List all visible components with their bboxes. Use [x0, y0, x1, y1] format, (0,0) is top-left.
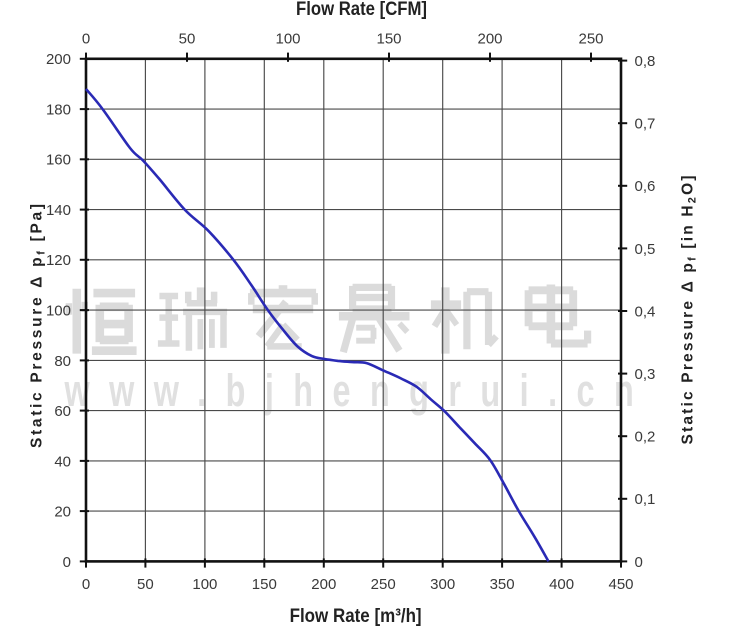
svg-text:80: 80 — [54, 353, 71, 370]
svg-text:250: 250 — [371, 576, 396, 593]
svg-text:0,8: 0,8 — [635, 53, 656, 70]
svg-text:140: 140 — [46, 202, 71, 219]
svg-text:300: 300 — [430, 576, 455, 593]
svg-text:200: 200 — [477, 31, 502, 48]
svg-text:0,3: 0,3 — [635, 366, 656, 383]
svg-text:150: 150 — [376, 31, 401, 48]
svg-text:50: 50 — [179, 31, 196, 48]
svg-text:0: 0 — [82, 31, 90, 48]
svg-text:400: 400 — [549, 576, 574, 593]
svg-text:40: 40 — [54, 453, 71, 470]
svg-text:250: 250 — [578, 31, 603, 48]
svg-text:150: 150 — [252, 576, 277, 593]
svg-text:0,7: 0,7 — [635, 116, 656, 133]
svg-text:160: 160 — [46, 152, 71, 169]
svg-text:60: 60 — [54, 403, 71, 420]
svg-text:0,4: 0,4 — [635, 303, 656, 320]
svg-text:0: 0 — [63, 554, 71, 571]
svg-text:Static Pressure Δ pf [in H2O]: Static Pressure Δ pf [in H2O] — [680, 176, 699, 445]
svg-text:100: 100 — [275, 31, 300, 48]
svg-text:120: 120 — [46, 252, 71, 269]
svg-text:Flow Rate [CFM]: Flow Rate [CFM] — [296, 0, 427, 20]
svg-text:20: 20 — [54, 504, 71, 521]
svg-text:0,5: 0,5 — [635, 241, 656, 258]
svg-text:0: 0 — [82, 576, 90, 593]
svg-text:450: 450 — [608, 576, 633, 593]
svg-text:0,2: 0,2 — [635, 429, 656, 446]
svg-text:180: 180 — [46, 102, 71, 119]
svg-text:200: 200 — [46, 51, 71, 68]
svg-text:100: 100 — [192, 576, 217, 593]
svg-text:50: 50 — [137, 576, 154, 593]
svg-text:0,1: 0,1 — [635, 491, 656, 508]
svg-text:Flow Rate [m³/h]: Flow Rate [m³/h] — [290, 606, 422, 627]
svg-text:350: 350 — [490, 576, 515, 593]
svg-text:www.bjhengrui.cn: www.bjhengrui.cn — [64, 367, 654, 416]
svg-text:100: 100 — [46, 303, 71, 320]
svg-text:0,6: 0,6 — [635, 178, 656, 195]
svg-text:200: 200 — [311, 576, 336, 593]
svg-text:0: 0 — [635, 554, 643, 571]
svg-text:Static Pressure Δ pf [Pa]: Static Pressure Δ pf [Pa] — [29, 204, 48, 448]
